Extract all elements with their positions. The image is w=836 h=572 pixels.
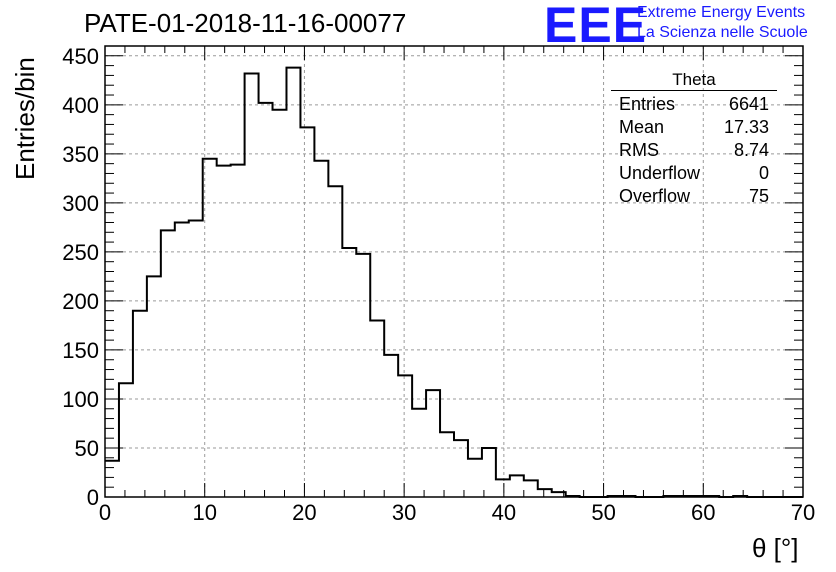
histogram-bin	[133, 311, 147, 497]
histogram-bin	[356, 254, 370, 497]
stats-row-overflow: Overflow 75	[611, 185, 777, 208]
y-tick-label: 0	[87, 485, 99, 510]
histogram-bin	[538, 489, 552, 497]
stats-value: 8.74	[733, 140, 769, 160]
logo-line-1: Extreme Energy Events	[637, 4, 806, 21]
histogram-bin	[231, 165, 245, 497]
x-tick-label: 60	[691, 500, 715, 525]
histogram-bin	[384, 355, 398, 497]
histogram-bin	[342, 248, 356, 497]
histogram-bin	[300, 127, 314, 497]
stats-row-entries: Entries 6641	[611, 93, 777, 116]
x-tick-label: 20	[292, 500, 316, 525]
y-tick-label: 250	[62, 240, 99, 265]
histogram-bin	[245, 73, 259, 497]
histogram-bin	[705, 496, 719, 497]
histogram-bin	[496, 479, 510, 497]
y-tick-labels: 0 50 100 150 200 250 300 350 400 450	[62, 44, 99, 510]
histogram-series	[105, 66, 803, 498]
histogram-bin	[677, 496, 691, 497]
histogram-bin	[468, 459, 482, 497]
histogram-bin	[552, 492, 566, 497]
histogram-bin	[663, 496, 677, 497]
stats-row-mean: Mean 17.33	[611, 116, 777, 139]
histogram-bin	[286, 68, 300, 497]
histogram-bin	[622, 496, 636, 497]
y-tick-label: 100	[62, 387, 99, 412]
histogram-bin	[482, 448, 496, 497]
y-tick-label: 350	[62, 142, 99, 167]
x-tick-label: 0	[99, 500, 111, 525]
stats-value: 6641	[728, 94, 769, 114]
logo-caption: Extreme Energy Events La Scienza nelle S…	[637, 3, 808, 43]
histogram-bin	[454, 440, 468, 497]
y-tick-label: 50	[75, 436, 99, 461]
chart-title: PATE-01-2018-11-16-00077	[84, 8, 407, 38]
x-axis-label: θ [°]	[752, 533, 799, 563]
stats-label: Mean	[619, 117, 665, 137]
histogram-bin	[412, 409, 426, 497]
x-tick-label: 30	[392, 500, 416, 525]
stats-title: Theta	[611, 70, 777, 91]
histogram-bin	[608, 496, 622, 497]
histogram-bin	[370, 321, 384, 497]
y-tick-label: 150	[62, 338, 99, 363]
stats-value: 0	[758, 163, 769, 183]
stats-label: RMS	[619, 140, 659, 160]
histogram-bin	[217, 166, 231, 497]
histogram-bin	[147, 276, 161, 497]
histogram-bin	[733, 496, 747, 497]
axis-ticks	[104, 45, 804, 498]
histogram-bin	[426, 390, 440, 497]
grid-lines	[105, 46, 803, 497]
y-tick-label: 300	[62, 191, 99, 216]
stats-box: Theta Entries 6641 Mean 17.33 RMS 8.74 U…	[611, 70, 777, 208]
histogram-bin	[328, 186, 342, 497]
stats-value: 75	[748, 186, 769, 206]
histogram-bin	[273, 110, 287, 497]
stats-label: Underflow	[619, 163, 701, 183]
eee-logo: EEE	[544, 0, 648, 53]
histogram-bin	[105, 461, 119, 497]
histogram-bin	[440, 432, 454, 497]
histogram-bin	[259, 103, 273, 497]
stats-label: Entries	[619, 94, 676, 114]
histogram-bin	[175, 222, 189, 497]
stats-row-underflow: Underflow 0	[611, 162, 777, 185]
histogram-bin	[566, 496, 580, 497]
x-tick-label: 40	[492, 500, 516, 525]
histogram-bin	[398, 375, 412, 497]
stats-label: Overflow	[619, 186, 691, 206]
histogram-bin	[161, 230, 175, 497]
x-tick-label: 50	[591, 500, 615, 525]
y-axis-label: Entries/bin	[10, 57, 40, 180]
histogram-bin	[189, 221, 203, 497]
stats-value: 17.33	[723, 117, 769, 137]
y-tick-label: 450	[62, 44, 99, 69]
histogram-bin	[524, 480, 538, 497]
histogram-bin	[691, 496, 705, 497]
logo-line-2: La Scienza nelle Scuole	[637, 24, 808, 41]
histogram-bin	[119, 383, 133, 497]
x-tick-labels: 0 10 20 30 40 50 60 70	[99, 500, 815, 525]
stats-row-rms: RMS 8.74	[611, 139, 777, 162]
histogram-bin	[314, 161, 328, 497]
x-tick-label: 10	[192, 500, 216, 525]
y-tick-label: 400	[62, 93, 99, 118]
x-tick-label: 70	[791, 500, 815, 525]
histogram-bin	[510, 475, 524, 497]
histogram-bin	[203, 159, 217, 497]
y-tick-label: 200	[62, 289, 99, 314]
